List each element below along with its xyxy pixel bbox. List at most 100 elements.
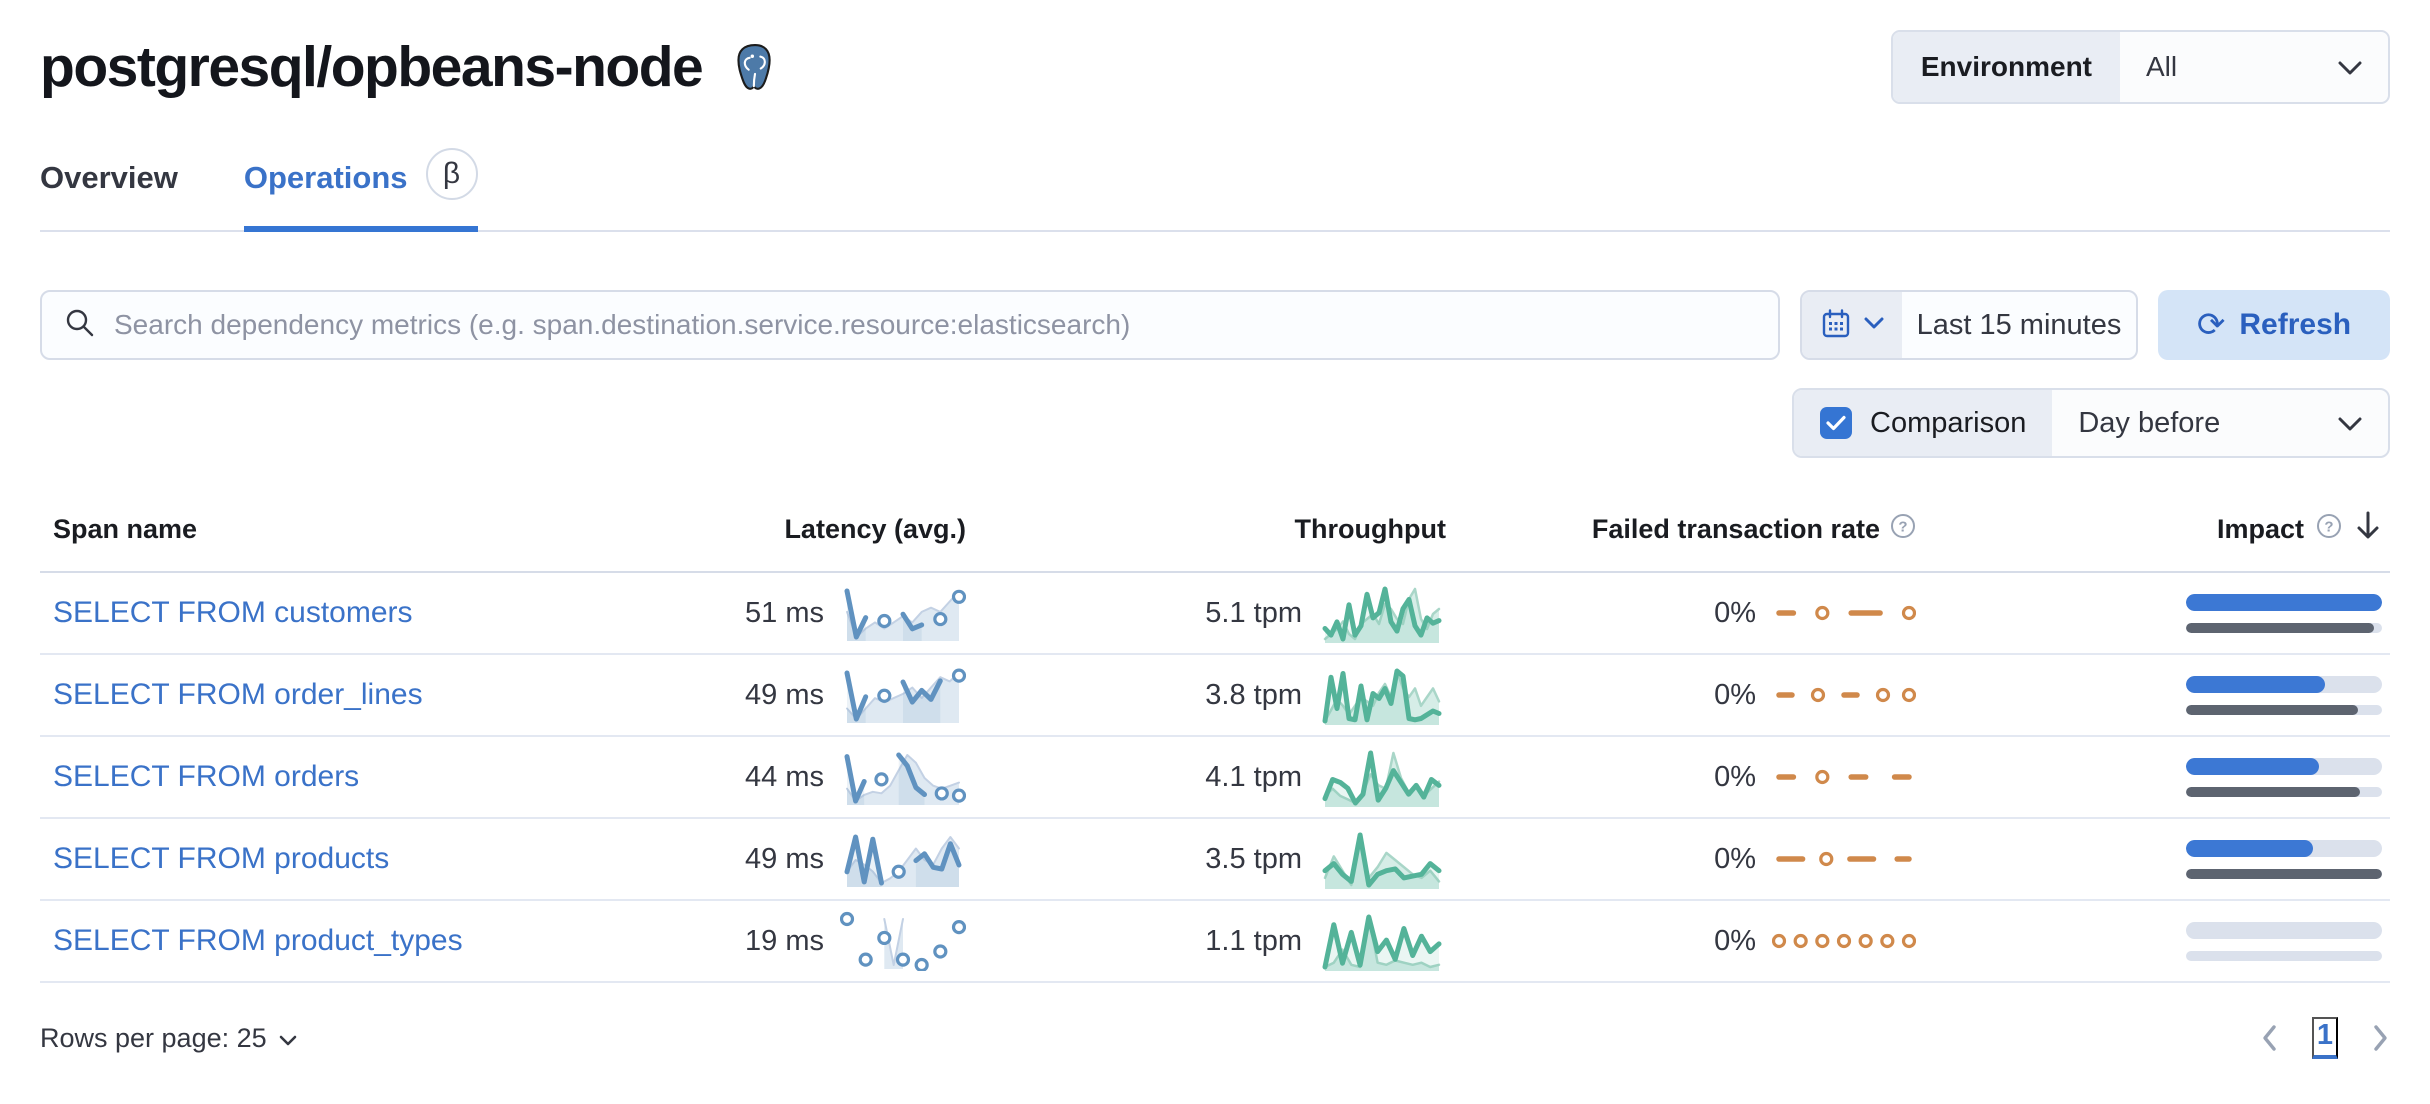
failed-rate-sparkline xyxy=(1776,769,1912,785)
throughput-sparkline xyxy=(1322,832,1442,889)
comparison-checkbox[interactable] xyxy=(1820,407,1852,439)
column-header-latency: Latency (avg.) xyxy=(784,514,966,544)
table-row: SELECT FROM orders 44 ms 4.1 tpm 0% xyxy=(40,737,2390,819)
comparison-row: Comparison Day before xyxy=(40,388,2390,458)
previous-page-button[interactable] xyxy=(2260,1024,2278,1052)
impact-bar-track xyxy=(2186,921,2382,939)
impact-bar-previous xyxy=(2186,868,2382,879)
table-footer: Rows per page: 25 1 xyxy=(40,1017,2390,1059)
tab-bar: Overview Operations β xyxy=(40,148,2390,232)
chevron-left-icon xyxy=(2263,1025,2276,1051)
latency-value: 49 ms xyxy=(745,842,824,875)
throughput-value: 3.8 tpm xyxy=(1205,678,1302,711)
throughput-sparkline xyxy=(1322,668,1442,725)
page-title: postgresql/opbeans-node xyxy=(40,35,704,99)
span-name-link[interactable]: SELECT FROM order_lines xyxy=(53,678,423,711)
span-name-link[interactable]: SELECT FROM product_types xyxy=(53,924,463,957)
search-input[interactable] xyxy=(114,309,1756,341)
throughput-value: 4.1 tpm xyxy=(1205,760,1302,793)
failed-rate-value: 0% xyxy=(1714,678,1756,711)
latency-sparkline xyxy=(844,588,966,641)
impact-bar-track xyxy=(2186,675,2382,693)
throughput-sparkline xyxy=(1322,914,1442,971)
impact-bar-track-previous xyxy=(2186,704,2382,715)
failed-rate-sparkline xyxy=(1776,605,1916,621)
comparison-select[interactable]: Day before xyxy=(2052,390,2388,456)
span-name-link[interactable]: SELECT FROM customers xyxy=(53,596,413,629)
failed-rate-value: 0% xyxy=(1714,842,1756,875)
beta-badge: β xyxy=(425,148,478,200)
environment-select[interactable]: Environment All xyxy=(1890,30,2390,104)
impact-bar-current xyxy=(2186,593,2382,611)
sort-desc-arrow-icon xyxy=(2354,510,2382,549)
throughput-value: 5.1 tpm xyxy=(1205,596,1302,629)
latency-sparkline xyxy=(840,911,966,971)
impact-bar-track-previous xyxy=(2186,868,2382,879)
latency-value: 19 ms xyxy=(745,924,824,957)
page-header: postgresql/opbeans-node Environment All xyxy=(40,0,2390,104)
impact-cell xyxy=(1930,839,2390,879)
column-header-span-name: Span name xyxy=(53,514,198,544)
postgresql-logo-icon xyxy=(730,42,780,92)
search-box xyxy=(40,290,1780,360)
svg-text:?: ? xyxy=(1898,519,1907,536)
rows-per-page-label: Rows per page: 25 xyxy=(40,1022,267,1053)
table-row: SELECT FROM product_types 19 ms 1.1 tpm … xyxy=(40,901,2390,983)
rows-per-page-button[interactable]: Rows per page: 25 xyxy=(40,1023,297,1054)
impact-cell xyxy=(1930,675,2390,715)
failed-rate-value: 0% xyxy=(1714,760,1756,793)
tab-overview[interactable]: Overview xyxy=(40,152,178,230)
impact-bar-previous xyxy=(2186,704,2359,715)
chevron-down-icon xyxy=(279,1023,297,1054)
impact-bar-track-previous xyxy=(2186,950,2382,961)
refresh-icon: ⟳ xyxy=(2196,306,2226,344)
impact-bar-track-previous xyxy=(2186,622,2382,633)
impact-cell xyxy=(1930,593,2390,633)
impact-bar-previous xyxy=(2186,622,2375,633)
date-picker-calendar-button[interactable] xyxy=(1802,292,1902,358)
failed-rate-sparkline xyxy=(1772,933,1916,949)
span-name-link[interactable]: SELECT FROM products xyxy=(53,842,390,875)
column-header-failed-rate: Failed transaction rate ? xyxy=(1460,513,1930,546)
failed-rate-sparkline xyxy=(1776,851,1912,867)
impact-bar-track-previous xyxy=(2186,786,2382,797)
impact-bar-current xyxy=(2186,757,2320,775)
refresh-label: Refresh xyxy=(2239,308,2352,341)
date-picker: Last 15 minutes xyxy=(1800,290,2138,360)
chevron-down-icon xyxy=(1864,317,1884,333)
chevron-down-icon xyxy=(2338,407,2362,440)
impact-bar-track xyxy=(2186,757,2382,775)
impact-bar-current xyxy=(2186,839,2314,857)
impact-bar-track xyxy=(2186,593,2382,611)
table-row: SELECT FROM customers 51 ms 5.1 tpm 0% xyxy=(40,573,2390,655)
next-page-button[interactable] xyxy=(2372,1024,2390,1052)
throughput-sparkline xyxy=(1322,586,1442,643)
chevron-down-icon xyxy=(2338,51,2362,83)
tab-overview-label: Overview xyxy=(40,160,178,195)
failed-rate-value: 0% xyxy=(1714,924,1756,957)
impact-bar-track xyxy=(2186,839,2382,857)
tab-operations[interactable]: Operations β xyxy=(243,148,478,232)
table-row: SELECT FROM products 49 ms 3.5 tpm 0% xyxy=(40,819,2390,901)
span-name-link[interactable]: SELECT FROM orders xyxy=(53,760,360,793)
impact-cell xyxy=(1930,757,2390,797)
refresh-button[interactable]: ⟳ Refresh xyxy=(2158,290,2390,360)
svg-text:?: ? xyxy=(2324,519,2333,536)
comparison-group: Comparison Day before xyxy=(1792,388,2390,458)
throughput-sparkline xyxy=(1322,750,1442,807)
search-icon xyxy=(64,307,96,344)
column-header-impact[interactable]: Impact ? xyxy=(1930,510,2390,549)
question-circle-icon: ? xyxy=(1890,513,1916,546)
latency-value: 51 ms xyxy=(745,596,824,629)
check-icon xyxy=(1826,415,1846,431)
page-number-1[interactable]: 1 xyxy=(2311,1017,2338,1059)
comparison-toggle[interactable]: Comparison xyxy=(1794,390,2053,456)
time-range-button[interactable]: Last 15 minutes xyxy=(1902,292,2136,358)
table-header-row: Span name Latency (avg.) Throughput Fail… xyxy=(40,510,2390,573)
impact-bar-current xyxy=(2186,675,2326,693)
failed-rate-value: 0% xyxy=(1714,596,1756,629)
latency-value: 49 ms xyxy=(745,678,824,711)
toolbar: Last 15 minutes ⟳ Refresh xyxy=(40,290,2390,360)
latency-sparkline xyxy=(844,668,966,723)
calendar-icon xyxy=(1820,308,1852,343)
